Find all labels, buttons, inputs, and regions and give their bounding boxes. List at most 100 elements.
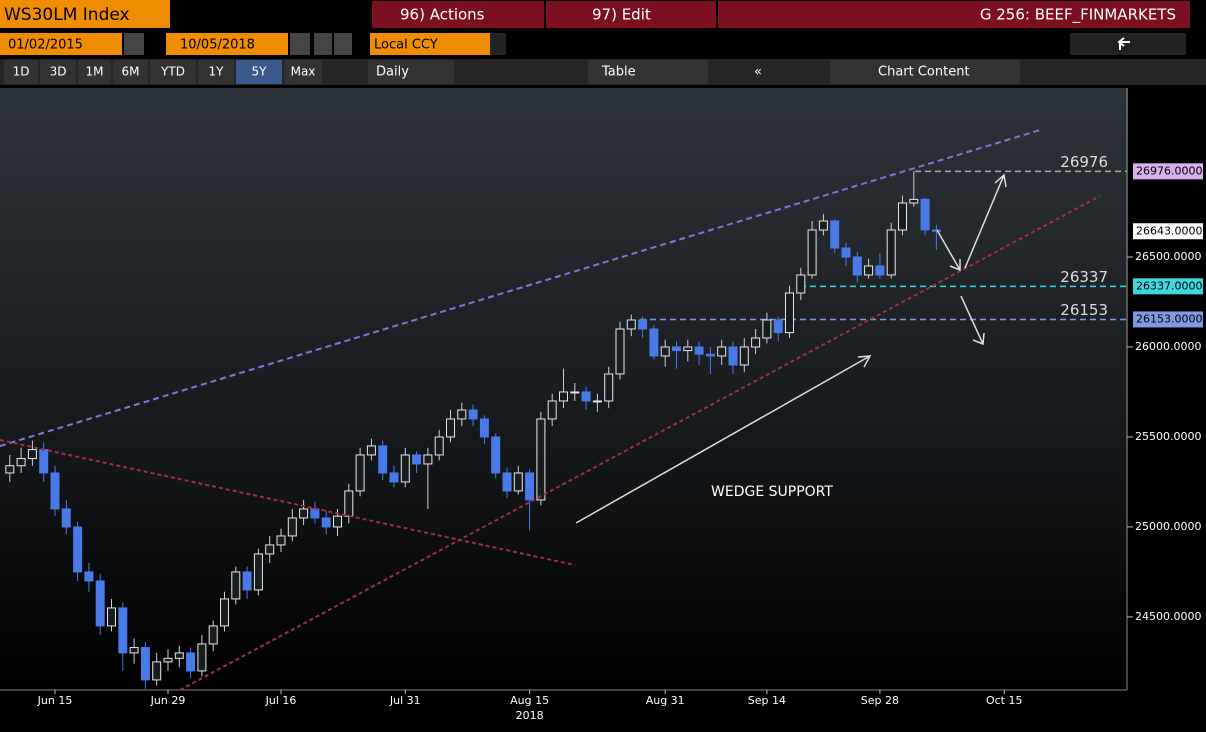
candle-body [886, 229, 896, 276]
candle-body [310, 508, 320, 519]
candle-body [841, 247, 851, 258]
candle-body [95, 580, 105, 627]
period-label[interactable]: 3D [50, 65, 67, 79]
candle-body [186, 652, 196, 672]
period-label[interactable]: 1D [13, 65, 30, 79]
candle-body [818, 220, 828, 231]
start-date[interactable]: 01/02/2015 [8, 38, 83, 53]
period-label[interactable]: 6M [122, 65, 140, 79]
candle-body [875, 265, 885, 276]
next-button[interactable] [334, 33, 352, 55]
candle-body [672, 346, 681, 352]
last-price-tag [1133, 223, 1203, 240]
candle-body [321, 517, 331, 528]
period-button[interactable] [4, 60, 38, 84]
edit-button[interactable] [546, 1, 716, 28]
chart-content-button[interactable] [830, 60, 1020, 84]
table-label[interactable]: Table [601, 65, 636, 80]
candle-body [423, 454, 433, 465]
x-tick-label: Sep 28 [861, 694, 899, 707]
candle-body [16, 458, 26, 467]
candle-body [660, 346, 670, 357]
period-button[interactable] [150, 60, 196, 84]
candle-body [559, 391, 568, 402]
candle-body [717, 346, 727, 357]
period-label[interactable]: 5Y [252, 65, 268, 79]
candle-body [773, 319, 783, 334]
candle-body [502, 472, 512, 492]
period-label[interactable]: Max [291, 65, 316, 79]
actions-label[interactable]: 96) Actions [400, 6, 485, 24]
annotation: WEDGE SUPPORT [711, 484, 833, 500]
x-tick-label: Aug 15 [510, 694, 549, 707]
candle-body [163, 657, 173, 663]
candle-body [536, 418, 546, 501]
y-tick-label: 26500.0000 [1135, 250, 1201, 263]
period-label[interactable]: YTD [160, 65, 185, 79]
candle-body [570, 391, 580, 394]
period-button[interactable] [113, 60, 148, 84]
collapse-icon[interactable]: « [754, 65, 762, 80]
arrow [964, 173, 1007, 269]
chart-content-label[interactable]: Chart Content [878, 65, 970, 80]
currency-box[interactable] [370, 33, 490, 55]
period-button[interactable] [284, 60, 322, 84]
y-tick-label: 26000.0000 [1135, 340, 1201, 353]
period-label[interactable]: 1Y [209, 65, 225, 79]
candle-body [626, 319, 636, 330]
candle-body [446, 418, 455, 438]
candle-body [739, 346, 749, 366]
candle-body [231, 571, 241, 600]
period-button[interactable] [78, 60, 111, 84]
period-button[interactable] [236, 60, 282, 84]
price-tag [1133, 163, 1203, 180]
calendar-icon[interactable] [124, 33, 144, 55]
candle-body [355, 454, 365, 492]
candle-body [412, 454, 422, 465]
x-tick-label: Jun 15 [37, 694, 73, 707]
back-icon[interactable] [1117, 37, 1130, 50]
end-date[interactable]: 10/05/2018 [180, 38, 255, 53]
actions-button[interactable] [372, 1, 544, 28]
currency-dropdown[interactable] [490, 33, 506, 55]
candle-body [785, 292, 794, 334]
period-label[interactable]: 1M [86, 65, 104, 79]
candle-body [242, 571, 252, 591]
wedge-upper-line [0, 129, 1041, 447]
start-date-box[interactable] [0, 33, 122, 55]
candle-body [378, 445, 388, 474]
candle-body [852, 256, 862, 276]
candle-body [513, 472, 523, 492]
period-button[interactable] [198, 60, 234, 84]
candle-body [751, 337, 761, 348]
candle-body [107, 607, 116, 627]
candle-body [5, 465, 15, 474]
edit-label[interactable]: 97) Edit [592, 6, 651, 24]
table-button[interactable] [588, 60, 708, 84]
period-button[interactable] [40, 60, 76, 84]
candle-body [931, 229, 941, 232]
frequency-box[interactable] [368, 60, 454, 84]
x-year-label: 2018 [516, 709, 544, 722]
candle-body [27, 449, 37, 460]
frequency[interactable]: Daily [376, 65, 409, 80]
candle-body [366, 445, 376, 456]
candle-body [152, 661, 162, 681]
page-title: G 256: BEEF_FINMARKETS [980, 6, 1176, 25]
arrow [936, 229, 961, 272]
candle-body [276, 535, 286, 546]
candle-body [129, 647, 139, 654]
calendar-icon[interactable] [290, 33, 310, 55]
end-date-box[interactable] [166, 33, 288, 55]
x-tick-label: Oct 15 [986, 694, 1023, 707]
currency[interactable]: Local CCY [374, 38, 438, 53]
candle-body [220, 598, 229, 627]
arrows [575, 173, 1007, 524]
price-tag [1133, 311, 1203, 328]
candle-body [174, 652, 184, 659]
candle-body [909, 198, 919, 204]
y-tick-label: 25500.0000 [1135, 430, 1201, 443]
prev-button[interactable] [314, 33, 332, 55]
back-button[interactable] [1070, 33, 1186, 55]
